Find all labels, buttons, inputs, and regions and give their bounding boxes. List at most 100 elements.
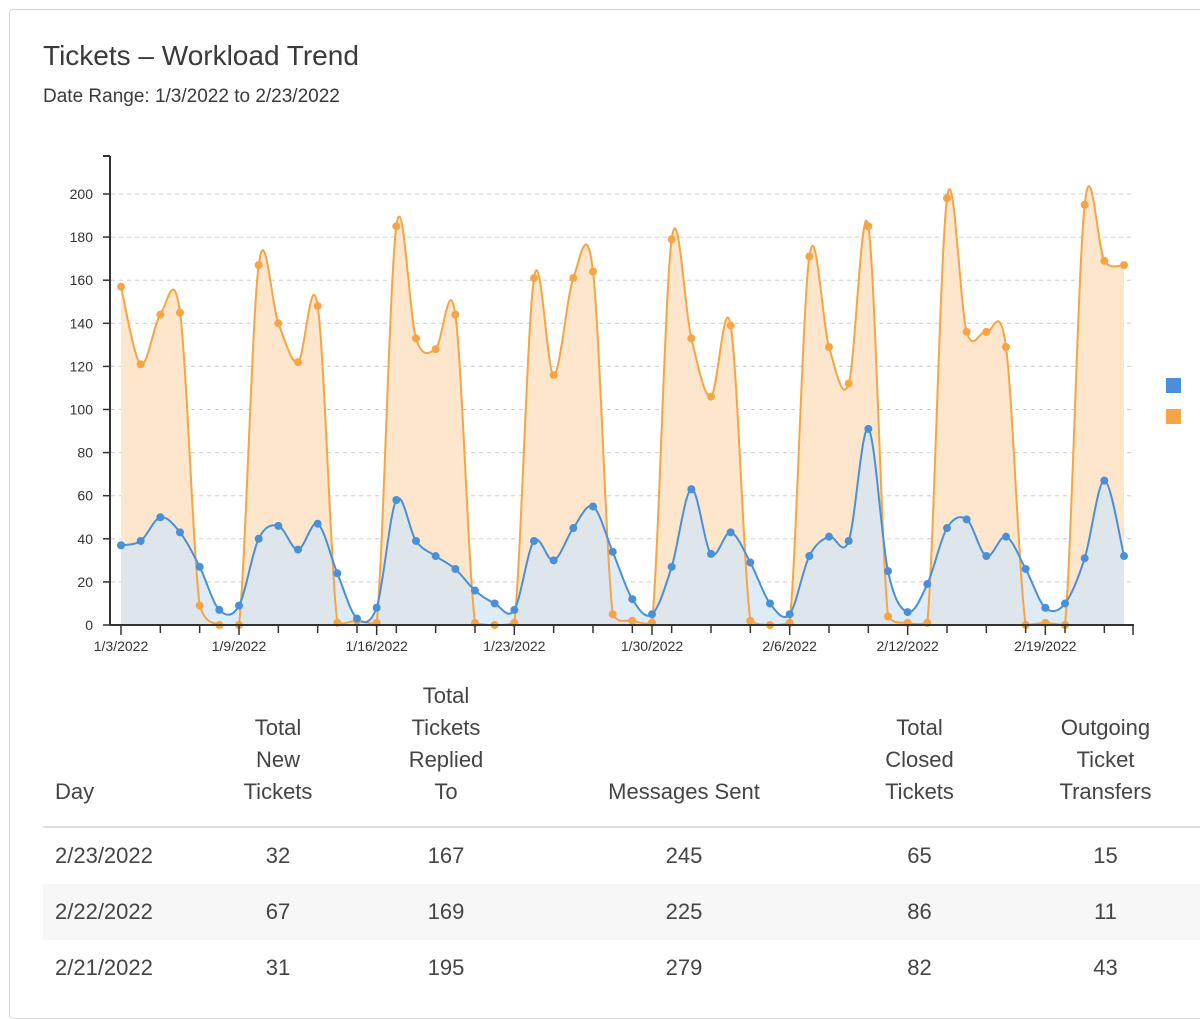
column-header-messages-sent[interactable]: Messages Sent [540, 680, 828, 828]
column-header-total-new-tickets[interactable]: Total New Tickets [204, 680, 352, 828]
data-point [608, 610, 617, 619]
data-point [431, 552, 440, 561]
data-point [1002, 532, 1010, 541]
cell-outgoing-ticket-transfers: 15 [1093, 843, 1118, 868]
data-point [333, 569, 342, 578]
data-point [884, 612, 892, 621]
data-point [195, 601, 204, 610]
data-point [313, 302, 322, 311]
data-point [117, 282, 125, 291]
data-point [805, 252, 814, 261]
data-point [825, 532, 833, 541]
cell-messages-sent: 245 [665, 843, 703, 868]
data-point [982, 327, 991, 336]
data-point [687, 334, 696, 343]
data-point [136, 360, 145, 369]
table-header-row: Day Total New Tickets Total Tickets Repl… [43, 680, 1200, 828]
x-tick-label: 1/30/2022 [621, 638, 683, 654]
y-tick-label: 40 [77, 531, 93, 547]
data-point [707, 392, 715, 401]
column-header-total-tickets-replied-to[interactable]: Total Tickets Replied To [352, 680, 540, 828]
cell-total-new-tickets: 31 [265, 955, 291, 980]
y-tick-label: 100 [70, 402, 94, 418]
data-point [274, 521, 283, 530]
data-point [136, 536, 145, 545]
x-tick-label: 1/16/2022 [346, 638, 408, 654]
data-point [589, 267, 597, 276]
data-point [746, 616, 755, 625]
data-point [1120, 261, 1128, 270]
data-point [884, 567, 892, 576]
legend-swatch [1166, 378, 1181, 393]
column-header-outgoing-ticket-transfers[interactable]: Outgoing Ticket Transfers [1011, 680, 1200, 828]
data-point [392, 496, 401, 505]
data-point [471, 586, 479, 595]
cell-total-closed-tickets: 82 [907, 955, 932, 980]
cell-outgoing-ticket-transfers: 43 [1093, 955, 1118, 980]
data-point [982, 552, 991, 561]
data-point [313, 519, 322, 528]
data-point [549, 556, 558, 565]
cell-total-new-tickets: 67 [204, 884, 352, 940]
date-range-subtitle: Date Range: 1/3/2022 to 2/23/2022 [43, 86, 340, 107]
data-point [1080, 554, 1089, 563]
column-header-day[interactable]: Day [43, 680, 204, 828]
y-tick-label: 180 [70, 229, 94, 245]
table-row: 2/23/2022 32 167 245 65 15 [43, 827, 1200, 884]
workload-trend-chart: 0 20 40 60 80 100 120 140 160 180 200 1/3/2022 1/9/2… [70, 155, 1181, 654]
data-point [864, 222, 873, 231]
data-point [844, 536, 853, 545]
data-point [117, 541, 125, 550]
data-point [726, 528, 735, 537]
data-point [254, 534, 263, 543]
y-tick-label: 0 [85, 617, 93, 633]
data-point [1061, 599, 1069, 608]
data-point [451, 310, 460, 319]
data-point [549, 371, 558, 380]
y-tick-label: 160 [70, 272, 94, 288]
x-tick-label: 1/9/2022 [212, 638, 267, 654]
legend-swatch [1166, 409, 1181, 424]
y-tick-label: 80 [77, 445, 93, 461]
data-point [805, 552, 814, 561]
data-point [726, 321, 735, 330]
data-point [628, 595, 637, 604]
cell-day: 2/23/2022 [55, 843, 153, 868]
data-point [235, 601, 243, 610]
data-point [530, 274, 538, 283]
data-point [1100, 256, 1109, 265]
data-point [176, 528, 184, 537]
cell-total-closed-tickets: 86 [828, 884, 1011, 940]
data-point [510, 605, 519, 614]
data-point [943, 194, 951, 203]
data-point [589, 502, 597, 511]
data-point [785, 610, 794, 619]
data-point [628, 616, 637, 625]
data-point [274, 319, 283, 328]
data-point [530, 536, 538, 545]
x-tick-label: 1/3/2022 [94, 638, 149, 654]
cell-total-tickets-replied-to: 167 [427, 843, 465, 868]
cell-total-tickets-replied-to: 169 [352, 884, 540, 940]
data-point [156, 513, 165, 522]
cell-messages-sent: 279 [665, 955, 703, 980]
data-point [569, 274, 578, 283]
data-point [215, 605, 224, 614]
data-point [412, 536, 420, 545]
data-point [1100, 476, 1109, 485]
data-point [667, 562, 676, 571]
column-header-total-closed-tickets[interactable]: Total Closed Tickets [828, 680, 1011, 828]
data-point [195, 562, 204, 571]
data-point [667, 235, 676, 244]
x-tick-label: 2/6/2022 [762, 638, 817, 654]
data-point [392, 222, 401, 231]
data-point [1041, 603, 1050, 612]
data-point [1080, 200, 1089, 209]
data-point [746, 558, 755, 567]
cell-total-closed-tickets: 65 [907, 843, 932, 868]
data-point [923, 580, 932, 589]
y-tick-label: 20 [77, 574, 93, 590]
data-point [864, 424, 873, 433]
data-point [962, 515, 971, 524]
table-row: 2/22/2022 67 169 225 86 11 [43, 884, 1200, 940]
